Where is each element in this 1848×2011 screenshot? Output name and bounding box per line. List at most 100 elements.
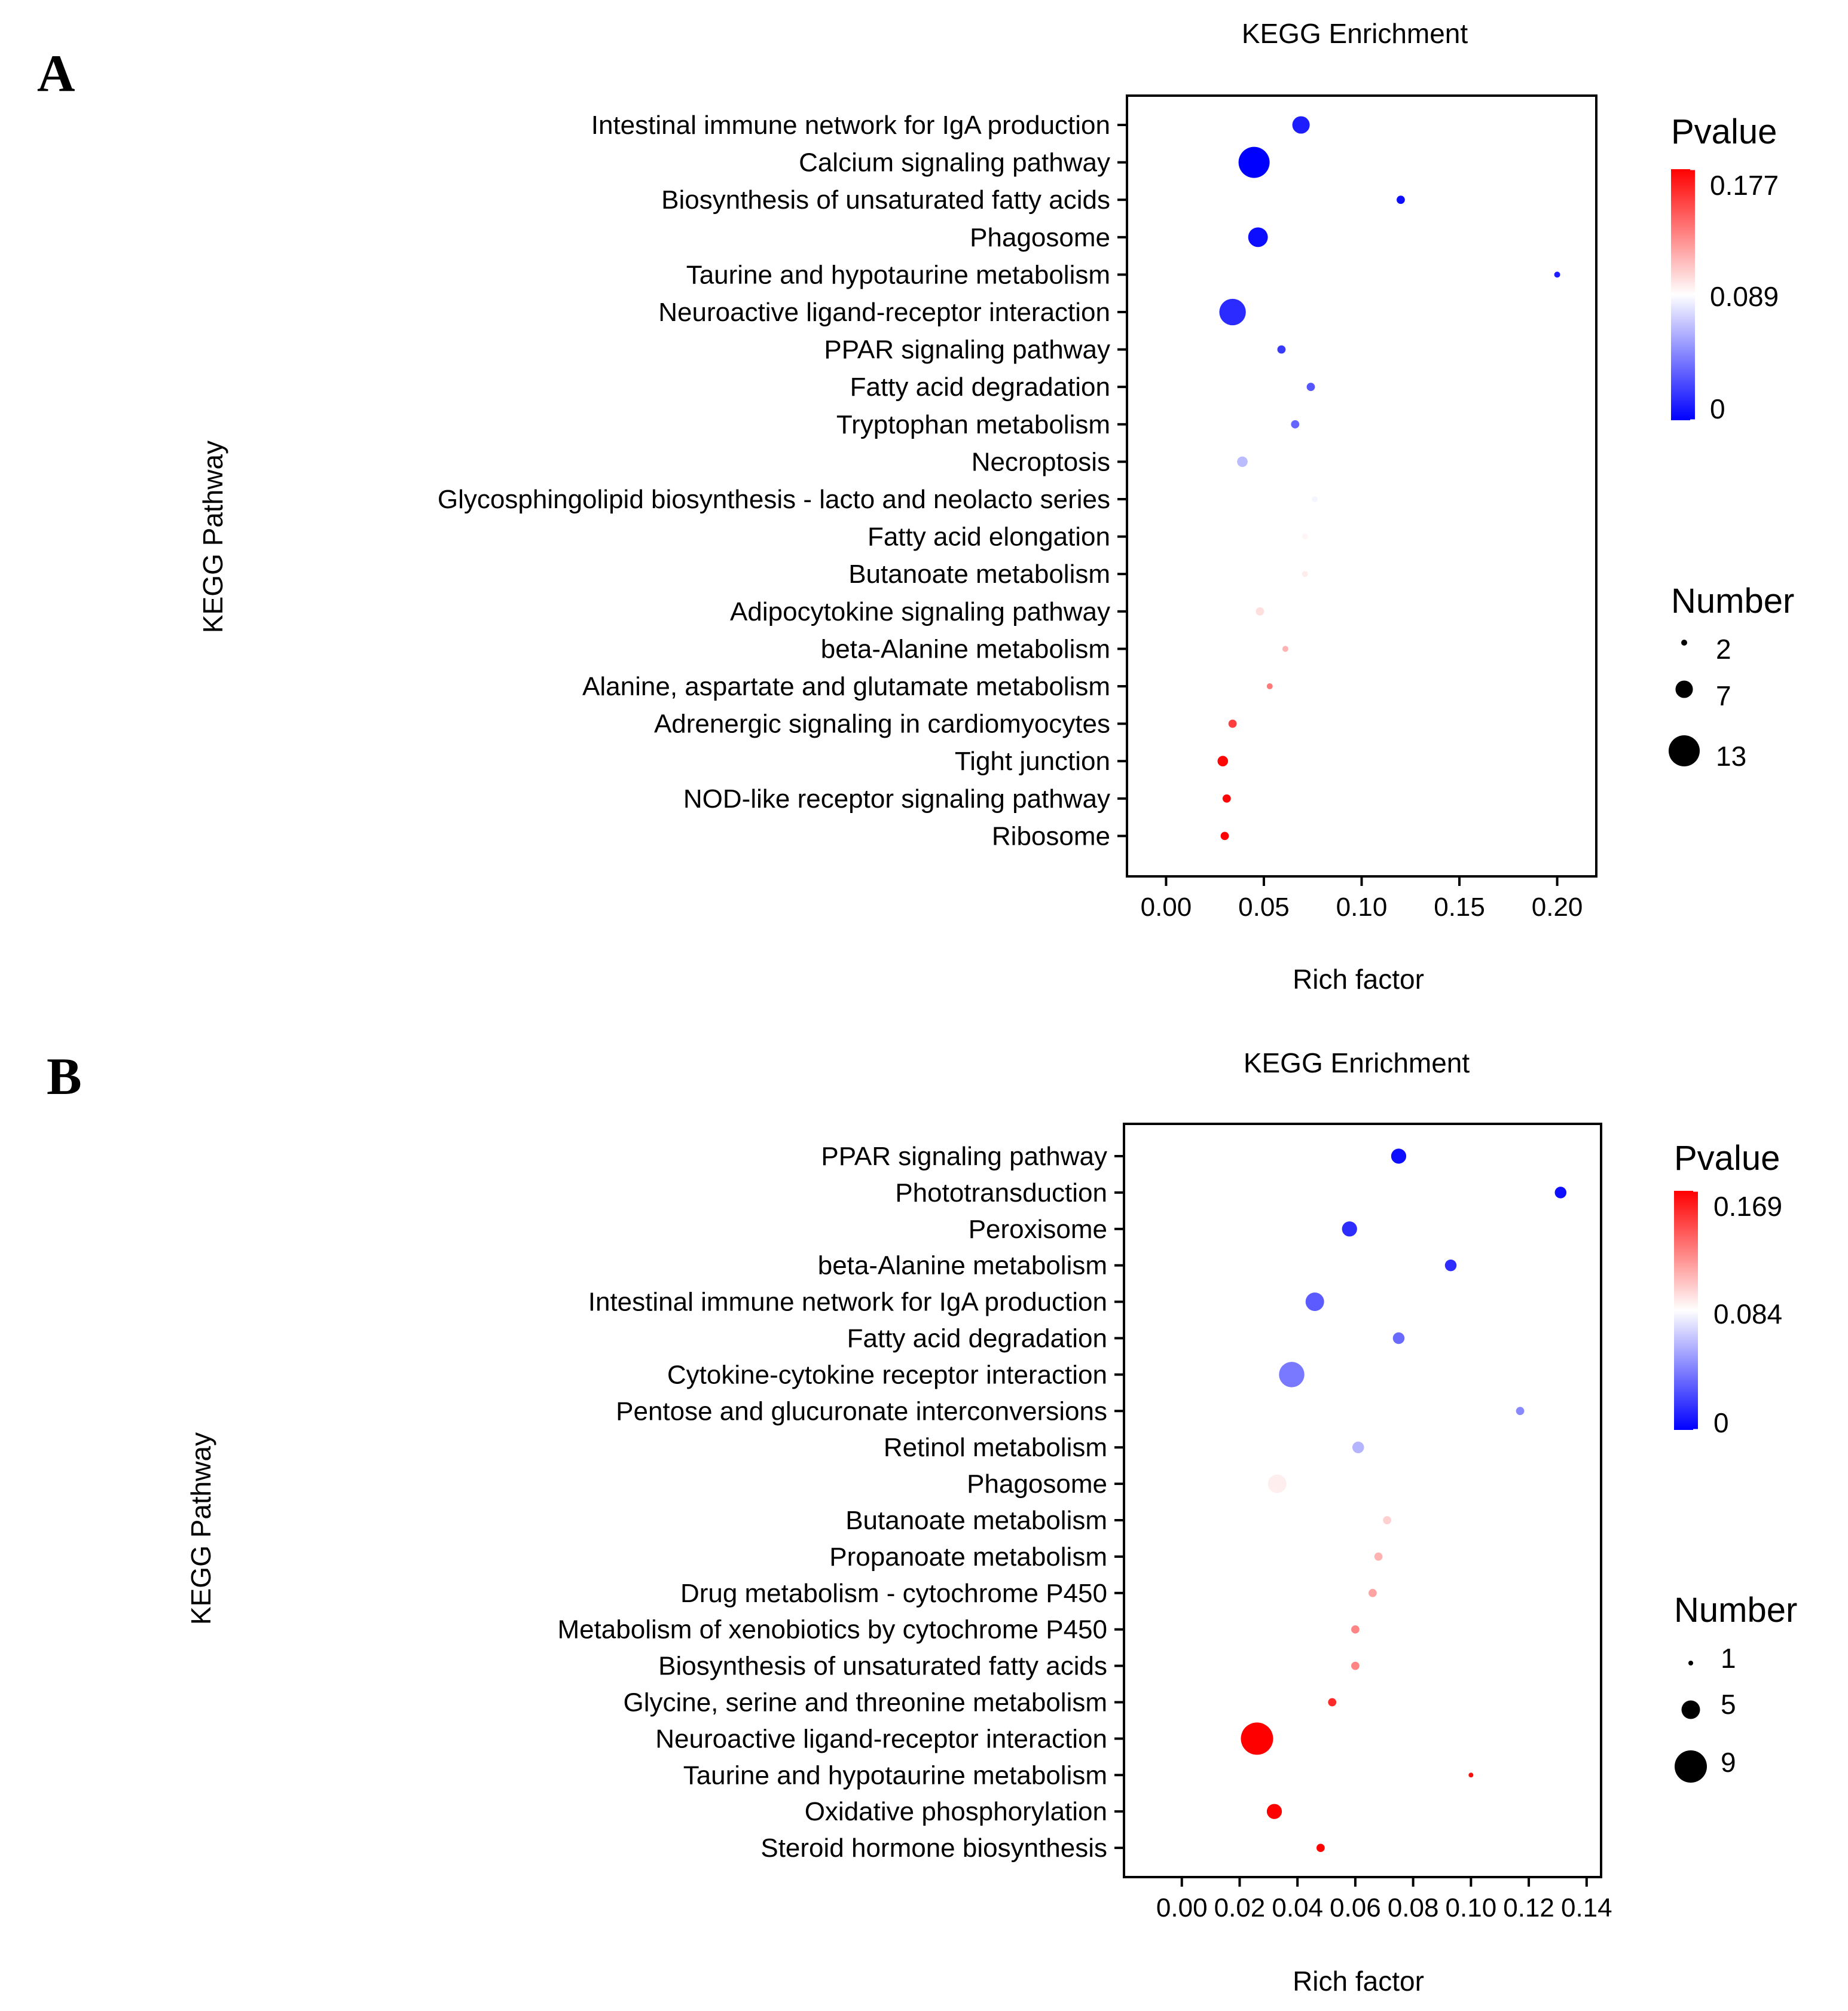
- y-tick-label: Cytokine-cytokine receptor interaction: [667, 1360, 1107, 1389]
- pvalue-legend-max-b: 0.169: [1713, 1191, 1782, 1222]
- y-tick-label: Metabolism of xenobiotics by cytochrome …: [557, 1615, 1107, 1645]
- y-tick-label: Adipocytokine signaling pathway: [730, 597, 1110, 626]
- data-point: [1248, 227, 1268, 247]
- y-tick-label: Adrenergic signaling in cardiomyocytes: [654, 710, 1110, 739]
- y-axis-ticks-a: [1117, 124, 1127, 838]
- x-tick-label: 0.02: [1214, 1893, 1266, 1923]
- plot-area-a: [1126, 94, 1597, 878]
- plot-area-b: [1123, 1123, 1602, 1878]
- y-tick-label: Steroid hormone biosynthesis: [760, 1833, 1107, 1863]
- y-tick-label: Peroxisome: [969, 1215, 1107, 1244]
- y-tick-label: Taurine and hypotaurine metabolism: [686, 260, 1110, 289]
- data-point: [1316, 1844, 1325, 1852]
- y-tick-label: Intestinal immune network for IgA produc…: [591, 111, 1110, 140]
- data-point: [1291, 420, 1300, 429]
- x-axis-title-a: Rich factor: [1293, 964, 1424, 995]
- y-tick-label: Ribosome: [992, 821, 1110, 851]
- y-tick-label: PPAR signaling pathway: [821, 1142, 1107, 1171]
- data-point: [1302, 533, 1308, 540]
- data-point: [1279, 1362, 1305, 1387]
- number-legend-dot: [1681, 640, 1687, 646]
- y-tick-label: Propanoate metabolism: [829, 1542, 1107, 1572]
- y-tick-label: Calcium signaling pathway: [799, 148, 1110, 178]
- x-axis-title-b: Rich factor: [1293, 1966, 1424, 1997]
- y-tick-label: Intestinal immune network for IgA produc…: [588, 1288, 1107, 1317]
- number-legend-label-large-a: 13: [1716, 741, 1746, 772]
- data-point: [1237, 456, 1248, 467]
- y-tick-label: Tryptophan metabolism: [836, 410, 1110, 439]
- data-point: [1468, 1772, 1474, 1778]
- y-tick-label: beta-Alanine metabolism: [818, 1251, 1107, 1280]
- colorbar-ticks-b: [1693, 1190, 1698, 1431]
- data-point: [1228, 719, 1237, 728]
- y-axis-ticks-b: [1114, 1155, 1124, 1850]
- data-point: [1241, 1722, 1273, 1755]
- pvalue-legend-mid-a: 0.089: [1710, 281, 1779, 312]
- y-tick-label: Neuroactive ligand-receptor interaction: [658, 298, 1110, 327]
- data-point: [1306, 383, 1315, 392]
- data-point: [1238, 146, 1270, 178]
- data-point: [1392, 1332, 1405, 1344]
- x-tick-label: 0.04: [1272, 1893, 1323, 1923]
- number-legend-dot: [1669, 735, 1700, 766]
- x-tick-label: 0.00: [1156, 1893, 1208, 1923]
- data-point: [1369, 1588, 1377, 1597]
- data-point: [1351, 1661, 1360, 1670]
- number-legend-dots-a: [1669, 640, 1700, 766]
- x-tick-label: 0.06: [1330, 1893, 1381, 1923]
- data-point: [1351, 1625, 1360, 1634]
- data-point: [1220, 832, 1229, 841]
- pvalue-legend-min-a: 0: [1710, 393, 1725, 424]
- y-tick-label: Alanine, aspartate and glutamate metabol…: [582, 672, 1110, 701]
- pvalue-legend-title-b: Pvalue: [1674, 1139, 1780, 1178]
- number-legend-label-mid-a: 7: [1716, 680, 1731, 711]
- data-point: [1342, 1221, 1357, 1237]
- y-tick-label: Tight junction: [955, 747, 1110, 776]
- data-point: [1266, 1804, 1282, 1819]
- y-tick-label: Phagosome: [970, 223, 1110, 252]
- data-point: [1554, 1187, 1567, 1199]
- panel-label-a: A: [37, 45, 75, 103]
- y-tick-label: Drug metabolism - cytochrome P450: [680, 1579, 1107, 1608]
- data-point: [1554, 271, 1560, 278]
- data-point: [1328, 1698, 1337, 1707]
- panel-a: A KEGG Enrichment Intestinal immune netw…: [37, 18, 1794, 995]
- y-tick-label: PPAR signaling pathway: [824, 335, 1110, 365]
- y-axis-title-b: KEGG Pathway: [185, 1432, 216, 1625]
- y-tick-label: NOD-like receptor signaling pathway: [683, 784, 1110, 814]
- number-legend-dot: [1675, 1750, 1707, 1783]
- pvalue-legend-title-a: Pvalue: [1671, 112, 1777, 151]
- pvalue-legend-mid-b: 0.084: [1713, 1298, 1782, 1330]
- number-legend-label-large-b: 9: [1721, 1747, 1736, 1778]
- y-tick-label: Butanoate metabolism: [848, 560, 1110, 589]
- data-point: [1267, 1474, 1287, 1493]
- x-tick-label: 0.12: [1503, 1893, 1554, 1923]
- data-point: [1219, 298, 1246, 326]
- x-axis-ticks-b: 0.00 0.02 0.04 0.06 0.08 0.10 0.12 0.14: [1156, 1877, 1612, 1923]
- y-tick-label: Oxidative phosphorylation: [805, 1797, 1107, 1826]
- data-point: [1282, 646, 1288, 652]
- data-point: [1352, 1441, 1364, 1453]
- pvalue-legend-min-b: 0: [1713, 1407, 1729, 1438]
- pvalue-legend-max-a: 0.177: [1710, 170, 1779, 201]
- data-point: [1277, 345, 1286, 354]
- data-point: [1266, 683, 1273, 689]
- data-points-b: [1241, 1148, 1567, 1852]
- data-point: [1256, 607, 1264, 616]
- y-tick-label: Fatty acid elongation: [868, 522, 1110, 552]
- data-point: [1302, 571, 1308, 577]
- number-legend-label-small-a: 2: [1716, 634, 1731, 665]
- number-legend-dots-b: [1675, 1661, 1707, 1783]
- panel-b: B KEGG Enrichment PPAR signaling pathway…: [47, 1047, 1797, 1997]
- data-point: [1516, 1407, 1525, 1416]
- number-legend-title-b: Number: [1674, 1591, 1797, 1630]
- number-legend-title-a: Number: [1671, 582, 1794, 621]
- data-point: [1292, 116, 1310, 134]
- data-point: [1383, 1516, 1391, 1524]
- x-tick-label: 0.05: [1238, 893, 1290, 922]
- y-tick-label: Butanoate metabolism: [845, 1506, 1107, 1535]
- colorbar-ticks-a: [1690, 168, 1695, 421]
- number-legend-dot: [1681, 1700, 1700, 1719]
- y-tick-label: Phototransduction: [895, 1178, 1107, 1208]
